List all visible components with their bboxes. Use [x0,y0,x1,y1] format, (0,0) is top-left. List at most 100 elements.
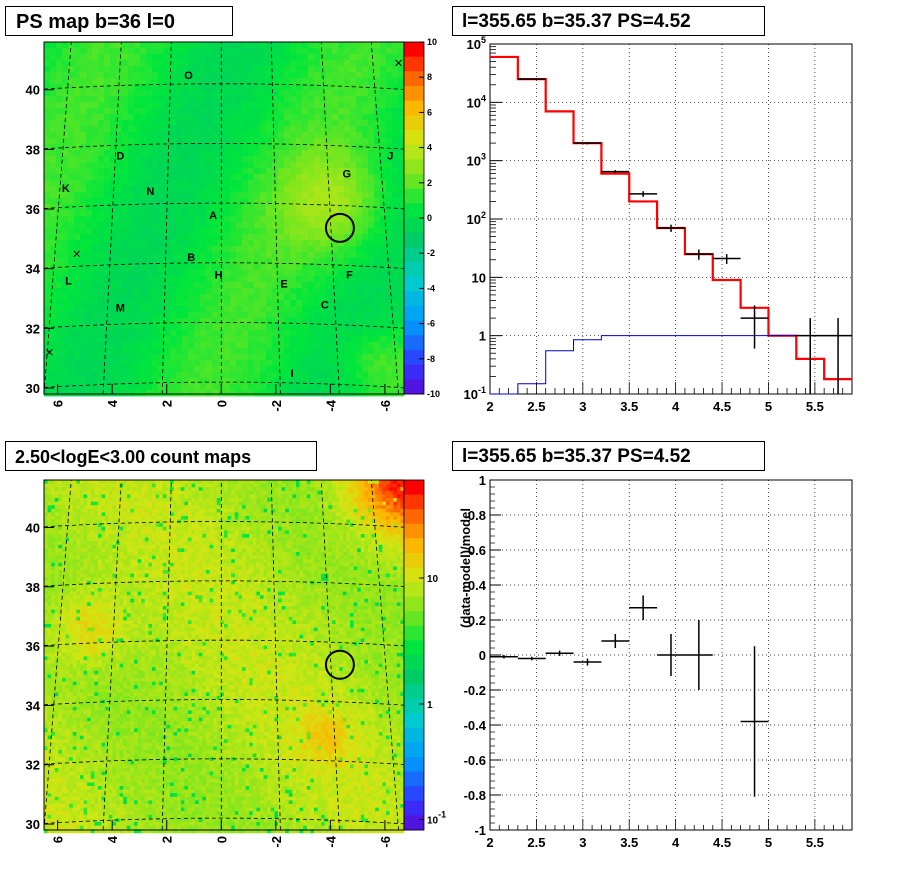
ps_map-cell [68,318,75,325]
ps_map-cell [140,384,147,391]
ps_map-cell [122,174,129,181]
count_map-cell [44,699,48,704]
ps_map-cell [92,108,99,115]
count_map-cell [72,800,77,805]
count_map-cell [76,552,81,556]
ps_map-cell [326,372,333,379]
count_map-cell [76,746,81,751]
ps_map-cell [182,222,189,229]
count_map-cell [54,710,59,715]
ps_map-cell [80,138,87,145]
count_map-cell [83,624,88,628]
ps_map-cell [254,252,261,259]
ps_map-cell [56,210,63,217]
ps_map-cell [296,246,303,253]
count_map-cell [72,638,77,643]
count_map-cell [47,685,52,690]
ps_map-cell [242,360,249,367]
count_map-cell [62,724,66,729]
ps_map-cell [206,108,213,115]
ps_map-cell [332,66,339,73]
count_map-cell [83,678,88,682]
ps_map-cell [278,186,285,193]
count_map-cell [65,692,70,697]
ps_map-cell [278,342,285,349]
count_map-cell [58,717,63,722]
count_map-cell [76,735,81,740]
ps_map-cell [116,378,123,385]
ps_map-cell [236,330,243,337]
count_map-cell [51,753,56,758]
ps_map-cell [290,240,297,247]
count_map-cell [72,645,77,650]
ps_map-cell [176,366,183,373]
ps_map-cell [392,192,399,199]
count_map-cell [47,710,52,715]
count_map-cell [47,526,52,531]
count_map-cell [62,609,66,614]
ps_map-cell [110,168,117,175]
ps_map-cell [110,174,117,181]
ps_map-cell [62,318,69,325]
ps_map-cell [86,42,93,49]
ps_map-cell [242,54,249,61]
ps_map-cell [68,372,75,379]
ps_map-cell [398,180,405,187]
ps_map-cell [134,336,141,343]
ps_map-cell [80,258,87,265]
ps_map-cell [302,300,309,307]
region-label-l: L [65,276,72,288]
ps_map-cell [326,354,333,361]
ps_map-cell [98,192,105,199]
count_map-cell [47,667,52,672]
ps_map-cell [218,90,225,97]
ps_map-cell [362,294,369,301]
ps_map-cell [194,270,201,277]
ps_map-cell [80,102,87,109]
ps_map-cell [188,144,195,151]
ps_map-cell [290,300,297,307]
ps_map-cell [296,288,303,295]
ps_map-cell [284,384,291,391]
ps_map-cell [242,174,249,181]
ps_map-cell [284,378,291,385]
ps_map-cell [176,372,183,379]
ps_map-cell [56,66,63,73]
ps_map-cell [146,324,153,331]
ps_map-cell [68,282,75,289]
ps_map-cell [68,90,75,97]
ps_map-cell [200,330,207,337]
count_map-cell [69,717,74,722]
ps_map-cell [98,252,105,259]
ps_map-cell [74,288,81,295]
ps_map-cell [50,198,57,205]
ps_map-cell [200,72,207,79]
ps_map-cell [380,294,387,301]
count_map-cell [54,627,59,632]
ps_map-cell [362,216,369,223]
ps_map-cell [386,102,393,109]
ps_map-cell [344,210,351,217]
ps_map-cell [182,216,189,223]
ps_map-cell [338,192,345,199]
ps_map-cell [380,216,387,223]
count_map-cell [87,494,92,499]
ps_map-cell [236,264,243,271]
count_map-cell [80,508,84,513]
ps_map-cell [332,234,339,241]
ps_map-cell [260,276,267,283]
count_map-cell [65,508,70,513]
ps_map-cell [134,372,141,379]
ps_map-cell [140,210,147,217]
ps_map-cell [380,90,387,97]
ps_map-cell [374,150,381,157]
ps_map-cell [68,150,75,157]
ps_map-cell [140,174,147,181]
ps_map-cell [320,336,327,343]
ps_map-cell [374,252,381,259]
ps_map-cell [134,378,141,385]
ps_map-cell [284,282,291,289]
ps_map-cell [140,132,147,139]
ps_map-cell [200,300,207,307]
ps_map-cell [152,174,159,181]
